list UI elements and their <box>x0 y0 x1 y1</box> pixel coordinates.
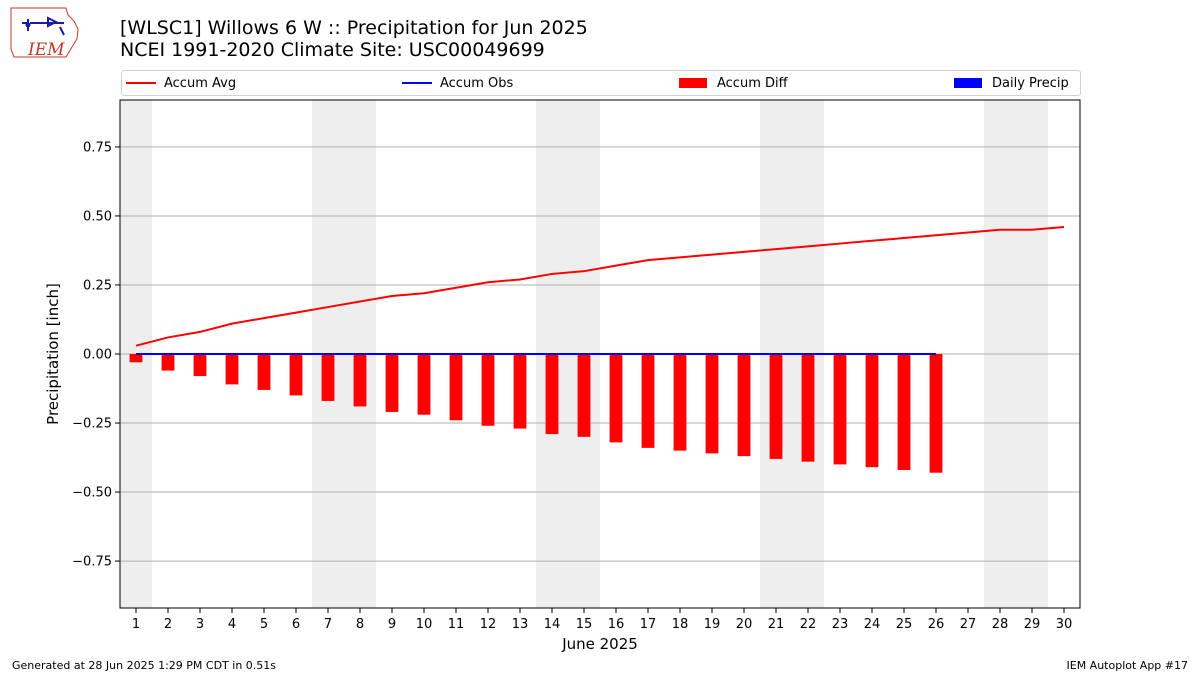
bar-accum-diff <box>129 354 143 363</box>
x-tick-label: 5 <box>260 617 268 632</box>
x-tick-label: 11 <box>448 617 465 632</box>
y-tick-label: −0.25 <box>72 417 112 432</box>
x-tick-label: 7 <box>324 617 332 632</box>
x-tick-label: 2 <box>164 617 172 632</box>
bar-accum-diff <box>833 354 847 465</box>
x-tick-label: 4 <box>228 617 236 632</box>
x-tick-label: 29 <box>1024 617 1041 632</box>
y-tick-label: 0.75 <box>83 140 112 155</box>
line-accum-avg <box>135 226 1065 347</box>
x-tick-label: 17 <box>640 617 657 632</box>
bar-accum-diff <box>609 354 623 443</box>
x-tick-label: 6 <box>292 617 300 632</box>
x-tick-label: 23 <box>832 617 849 632</box>
bar-accum-diff <box>513 354 527 429</box>
bar-accum-diff <box>929 354 943 473</box>
y-tick-label: 0.00 <box>83 348 112 363</box>
x-tick-label: 27 <box>960 617 977 632</box>
chart-title: [WLSC1] Willows 6 W :: Precipitation for… <box>120 17 588 39</box>
x-axis-label: June 2025 <box>561 635 638 653</box>
bar-accum-diff <box>897 354 911 470</box>
bar-accum-diff <box>289 354 303 396</box>
x-tick-label: 12 <box>480 617 497 632</box>
bar-accum-diff <box>577 354 591 437</box>
legend-label: Accum Diff <box>717 75 788 91</box>
x-tick-label: 25 <box>896 617 913 632</box>
x-tick-label: 18 <box>672 617 689 632</box>
chart-legend: Accum Avg Accum Obs Accum Diff Daily Pre… <box>121 70 1081 96</box>
x-tick-label: 1 <box>132 617 140 632</box>
x-tick-label: 10 <box>416 617 433 632</box>
x-tick-label: 14 <box>544 617 561 632</box>
x-tick-label: 15 <box>576 617 593 632</box>
bar-accum-diff <box>225 354 239 385</box>
legend-label: Daily Precip <box>992 75 1069 91</box>
logo-text: IEM <box>28 40 65 60</box>
y-tick-label: 0.50 <box>83 209 112 224</box>
legend-item-accum-avg: Accum Avg <box>126 74 236 92</box>
generated-timestamp: Generated at 28 Jun 2025 1:29 PM CDT in … <box>12 659 277 672</box>
bar-accum-diff <box>161 354 175 371</box>
chart-subtitle: NCEI 1991-2020 Climate Site: USC00049699 <box>120 39 545 61</box>
bar-accum-diff <box>801 354 815 462</box>
bar-accum-diff <box>385 354 399 412</box>
y-axis-label: Precipitation [inch] <box>44 283 62 425</box>
x-tick-label: 28 <box>992 617 1009 632</box>
bar-accum-diff <box>545 354 559 435</box>
x-tick-label: 20 <box>736 617 753 632</box>
legend-label: Accum Avg <box>164 75 237 91</box>
bar-accum-diff <box>865 354 879 468</box>
iowa-map-icon <box>10 7 79 58</box>
x-tick-label: 13 <box>512 617 529 632</box>
x-tick-label: 26 <box>928 617 945 632</box>
bar-accum-diff <box>257 354 271 390</box>
bar-accum-diff <box>673 354 687 451</box>
bar-accum-diff <box>321 354 335 401</box>
line-swatch-icon <box>126 82 156 84</box>
x-tick-label: 24 <box>864 617 881 632</box>
bar-accum-diff <box>449 354 463 421</box>
bar-accum-diff <box>705 354 719 454</box>
x-tick-label: 8 <box>356 617 364 632</box>
bar-accum-diff <box>737 354 751 457</box>
x-tick-label: 19 <box>704 617 721 632</box>
bar-swatch-icon <box>954 78 982 88</box>
y-tick-label: −0.75 <box>72 555 112 570</box>
legend-label: Accum Obs <box>440 75 514 91</box>
app-label: IEM Autoplot App #17 <box>1066 659 1189 672</box>
y-tick-label: −0.50 <box>72 486 112 501</box>
bar-accum-diff <box>641 354 655 448</box>
line-swatch-icon <box>402 82 432 84</box>
x-tick-label: 3 <box>196 617 204 632</box>
y-tick-label: 0.25 <box>83 278 112 293</box>
legend-item-accum-diff: Accum Diff <box>679 74 788 92</box>
bar-accum-diff <box>353 354 367 407</box>
x-tick-label: 30 <box>1056 617 1073 632</box>
legend-item-accum-obs: Accum Obs <box>402 74 513 92</box>
x-tick-label: 22 <box>800 617 817 632</box>
x-tick-label: 9 <box>388 617 396 632</box>
x-tick-label: 16 <box>608 617 625 632</box>
x-tick-label: 21 <box>768 617 785 632</box>
bar-accum-diff <box>769 354 783 459</box>
legend-item-daily-precip: Daily Precip <box>954 74 1069 92</box>
bar-accum-diff <box>193 354 207 377</box>
bar-accum-diff <box>481 354 495 426</box>
iem-logo: IEM <box>8 5 80 60</box>
bar-accum-diff <box>417 354 431 415</box>
bar-swatch-icon <box>679 78 707 88</box>
